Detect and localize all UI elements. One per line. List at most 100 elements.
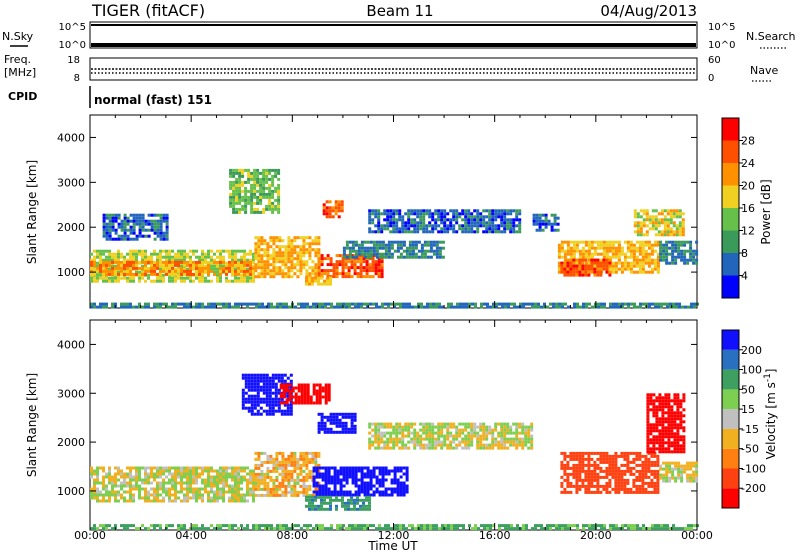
velocity-region-0-cell: [198, 490, 201, 494]
velocity-region-7-cell: [431, 428, 435, 432]
power-region-0-cell: [114, 264, 117, 268]
power-region-13-cell: [677, 243, 681, 247]
power-region-0-cell: [210, 267, 213, 271]
velocity-region-2-cell: [315, 469, 319, 473]
power-region-2-cell: [275, 272, 279, 276]
power-region-9-cell: [392, 212, 396, 216]
velocity-region-0-cell: [105, 484, 108, 488]
power-region-0-cell: [99, 249, 102, 253]
power-region-11-cell: [587, 255, 591, 259]
power-region-9-cell: [419, 224, 423, 228]
velocity-region-4-cell: [259, 373, 263, 377]
power-region-8-cell: [387, 243, 391, 247]
power-region-10-cell: [556, 228, 560, 232]
power-region-0-cell: [108, 279, 111, 283]
velocity-region-0-cell: [210, 475, 213, 479]
velocity-region-0-cell: [192, 490, 195, 494]
velocity-region-2-cell: [354, 472, 358, 476]
velocity-region-7-cell: [527, 446, 531, 450]
power-region-12-cell: [608, 273, 612, 277]
power-region-15-cell: [186, 305, 189, 309]
power-region-6-cell: [253, 177, 257, 181]
nsky-panel: [89, 21, 698, 49]
power-region-8-cell: [360, 243, 364, 247]
power-region-15-cell: [648, 305, 651, 309]
power-region-10-cell: [544, 216, 548, 220]
velocity-region-0-cell: [195, 490, 198, 494]
power-region-7-cell: [135, 222, 139, 226]
power-region-5-cell: [305, 279, 308, 283]
velocity-region-0-cell: [150, 469, 153, 473]
power-region-2-cell: [257, 248, 261, 252]
velocity-region-8-cell: [590, 463, 594, 467]
velocity-region-6-cell: [291, 389, 295, 393]
velocity-region-1-cell: [260, 493, 264, 497]
velocity-region-0-cell: [180, 490, 183, 494]
velocity-region-8-cell: [605, 457, 609, 461]
velocity-region-7-cell: [464, 425, 468, 429]
velocity-region-0-cell: [93, 469, 96, 473]
power-region-6-cell: [277, 201, 281, 205]
velocity-region-1-cell: [260, 487, 264, 491]
power-region-7-cell: [147, 228, 151, 232]
power-region-1-cell: [120, 266, 123, 270]
velocity-region-2-cell: [321, 487, 325, 491]
velocity-region-1-cell: [296, 463, 300, 467]
power-region-2-cell: [260, 260, 264, 264]
velocity-region-1-cell: [284, 490, 288, 494]
velocity-region-8-cell: [596, 484, 600, 488]
power-region-1-cell: [108, 269, 111, 273]
velocity-region-2-cell: [378, 472, 382, 476]
velocity-region-2-cell: [366, 466, 370, 470]
velocity-region-8-cell: [611, 475, 615, 479]
velocity-region-0-cell: [234, 469, 237, 473]
velocity-region-4-cell: [259, 379, 263, 383]
power-region-10-cell: [538, 216, 542, 220]
power-region-0-cell: [237, 279, 240, 283]
velocity-region-0-cell: [216, 487, 219, 491]
velocity-region-2-cell: [360, 478, 364, 482]
power-region-9-cell: [509, 224, 513, 228]
velocity-region-1-cell: [290, 490, 294, 494]
power-region-7-cell: [108, 219, 112, 223]
power-region-7-cell: [132, 213, 136, 217]
power-region-7-cell: [165, 216, 169, 220]
velocity-region-2-cell: [402, 481, 406, 485]
velocity-region-7-cell: [401, 443, 405, 447]
power-region-3-cell: [317, 260, 321, 264]
power-region-1-cell: [117, 272, 120, 276]
velocity-region-2-cell: [399, 484, 403, 488]
velocity-region-1-cell: [308, 484, 312, 488]
power-region-9-cell: [425, 227, 429, 231]
power-region-1-cell: [156, 272, 159, 276]
velocity-region-7-cell: [479, 425, 483, 429]
power-region-13-cell: [683, 258, 687, 262]
power-region-3-cell: [374, 263, 378, 267]
power-region-1-cell: [129, 260, 132, 264]
power-region-0-cell: [210, 255, 213, 259]
velocity-region-6-cell: [300, 395, 304, 399]
power-region-15-cell: [537, 302, 540, 306]
velocity-region-7-cell: [431, 446, 435, 450]
power-region-15-cell: [180, 302, 183, 306]
velocity-region-6-cell: [306, 383, 310, 387]
velocity-region-1-cell: [293, 457, 297, 461]
power-region-9-cell: [512, 224, 516, 228]
power-region-1-cell: [237, 269, 240, 273]
power-region-11-cell: [581, 255, 585, 259]
power-region-2-cell: [281, 239, 285, 243]
velocity-region-4-cell: [259, 376, 263, 380]
power-region-11-cell: [608, 249, 612, 253]
velocity-region-1-cell: [275, 454, 279, 458]
velocity-region-0-cell: [138, 466, 141, 470]
power-region-11-cell: [587, 249, 591, 253]
velocity-region-0-cell: [129, 490, 132, 494]
power-region-1-cell: [186, 272, 189, 276]
power-region-11-cell: [647, 252, 651, 256]
velocity-region-3-cell: [356, 495, 359, 499]
power-region-1-cell: [105, 269, 108, 273]
power-region-9-cell: [416, 221, 420, 225]
velocity-region-4-cell: [244, 400, 248, 404]
power-region-15-cell: [105, 302, 108, 306]
power-region-15-cell: [213, 305, 216, 309]
